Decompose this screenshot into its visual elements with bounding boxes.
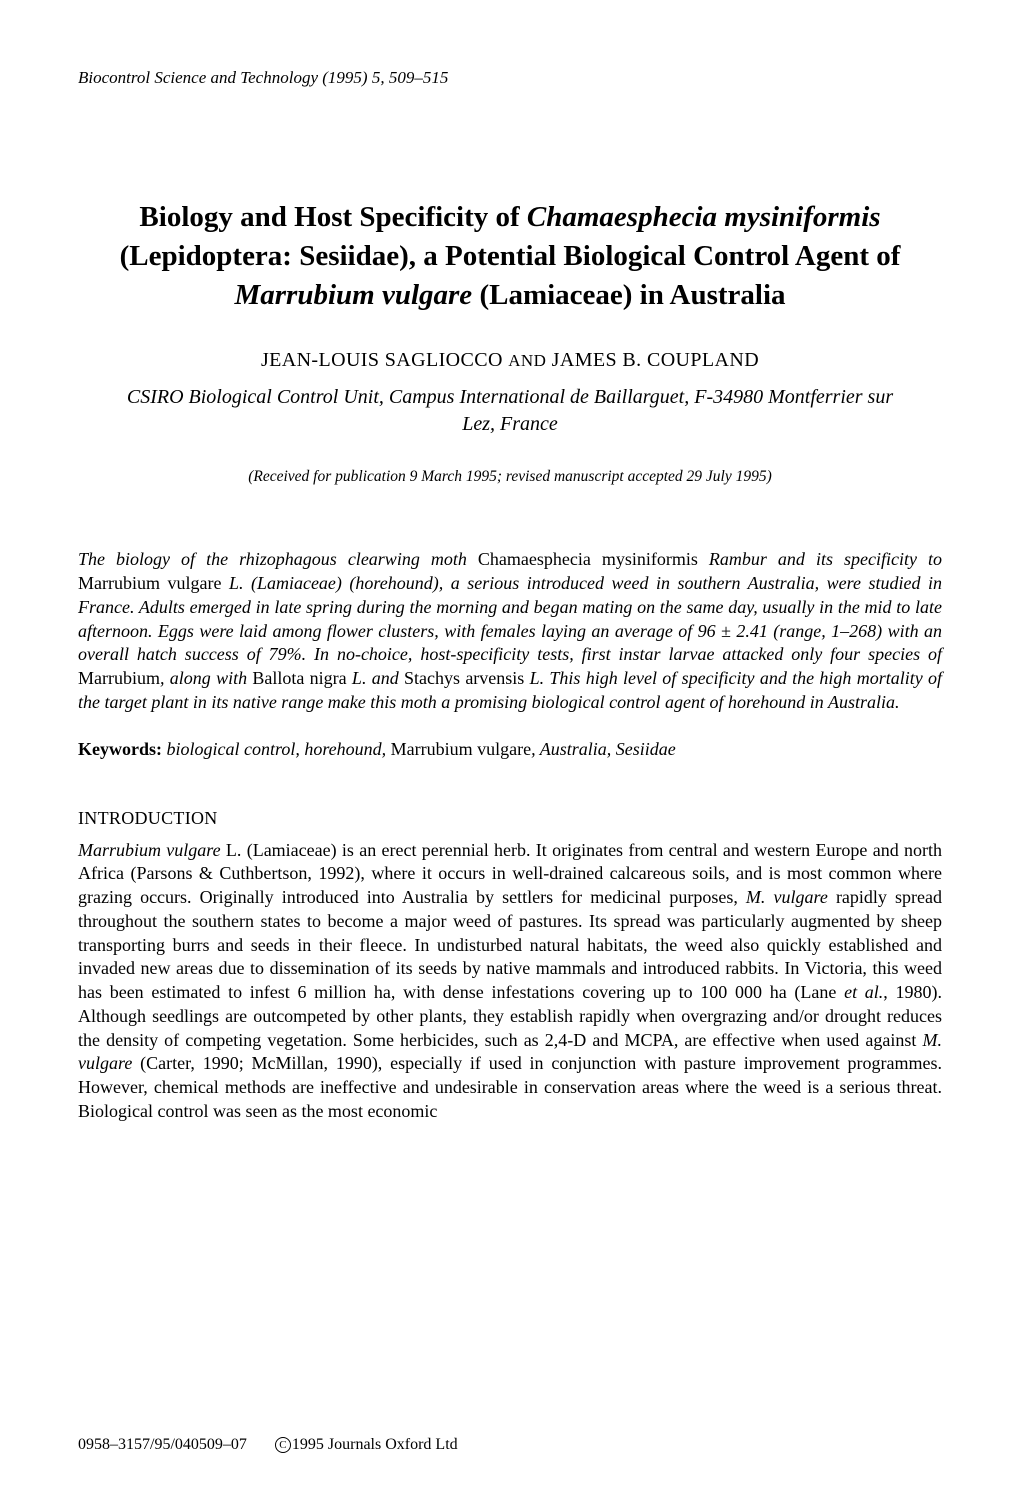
body-paragraph: Marrubium vulgare L. (Lamiaceae) is an e… (78, 839, 942, 1124)
affiliation: CSIRO Biological Control Unit, Campus In… (118, 384, 902, 438)
running-header: Biocontrol Science and Technology (1995)… (78, 68, 942, 88)
keywords-label: Keywords: (78, 739, 162, 759)
abstract: The biology of the rhizophagous clearwin… (78, 548, 942, 714)
keywords-text: biological control, horehound, Marrubium… (167, 739, 676, 759)
footer: 0958–3157/95/040509–07 C1995 Journals Ox… (78, 1436, 458, 1454)
article-title: Biology and Host Specificity of Chamaesp… (108, 198, 912, 315)
keywords: Keywords: biological control, horehound,… (78, 739, 942, 760)
section-heading-introduction: INTRODUCTION (78, 808, 942, 829)
copyright-icon: C (275, 1437, 291, 1453)
received-line: (Received for publication 9 March 1995; … (78, 468, 942, 486)
footer-publisher: 1995 Journals Oxford Ltd (292, 1436, 458, 1453)
authors: JEAN-LOUIS SAGLIOCCO AND JAMES B. COUPLA… (78, 349, 942, 372)
footer-id: 0958–3157/95/040509–07 (78, 1436, 247, 1453)
